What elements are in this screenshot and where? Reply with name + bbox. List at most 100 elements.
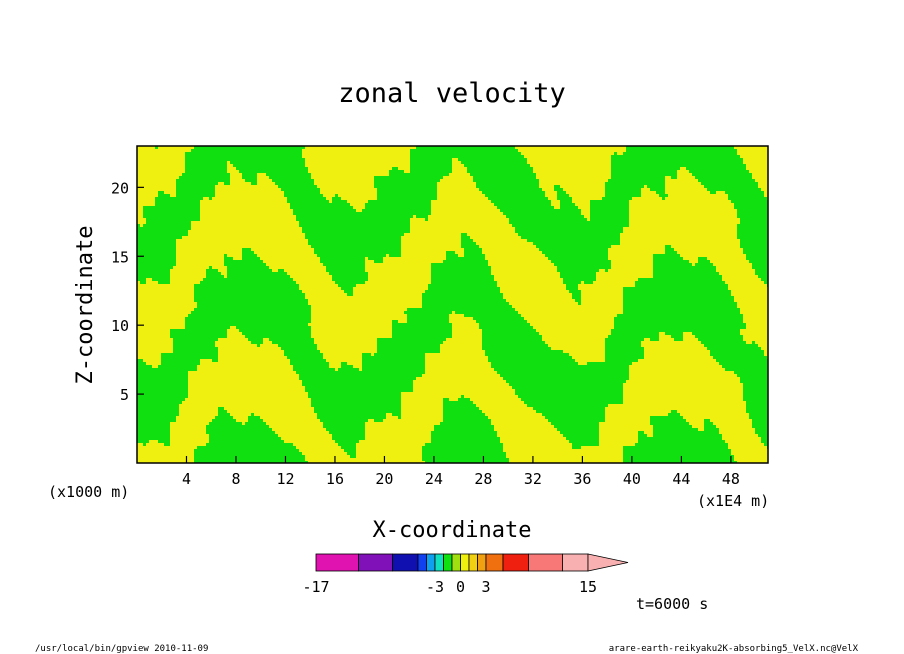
field-cell: [155, 416, 158, 419]
field-cell: [170, 395, 173, 398]
field-cell: [257, 341, 260, 344]
field-cell: [353, 227, 356, 230]
field-cell: [413, 341, 416, 344]
field-cell: [254, 308, 257, 311]
field-cell: [206, 332, 209, 335]
field-cell: [350, 455, 353, 458]
field-cell: [257, 335, 260, 338]
field-cell: [296, 320, 299, 323]
field-cell: [185, 329, 188, 332]
field-cell: [158, 434, 161, 437]
field-cell: [260, 329, 263, 332]
field-cell: [164, 200, 167, 203]
field-cell: [398, 245, 401, 248]
field-cell: [356, 413, 359, 416]
field-cell: [272, 305, 275, 308]
field-cell: [239, 164, 242, 167]
field-cell: [350, 386, 353, 389]
field-cell: [338, 221, 341, 224]
field-cell: [368, 200, 371, 203]
field-cell: [308, 374, 311, 377]
field-cell: [248, 329, 251, 332]
field-cell: [194, 287, 197, 290]
field-cell: [248, 299, 251, 302]
field-cell: [341, 416, 344, 419]
field-cell: [353, 449, 356, 452]
field-cell: [263, 311, 266, 314]
field-cell: [404, 182, 407, 185]
field-cell: [302, 380, 305, 383]
field-cell: [149, 398, 152, 401]
field-cell: [263, 284, 266, 287]
field-cell: [419, 176, 422, 179]
field-cell: [155, 245, 158, 248]
field-cell: [389, 410, 392, 413]
field-cell: [176, 329, 179, 332]
field-cell: [155, 272, 158, 275]
field-cell: [146, 245, 149, 248]
field-cell: [284, 302, 287, 305]
field-cell: [401, 353, 404, 356]
field-cell: [341, 242, 344, 245]
field-cell: [266, 149, 269, 152]
field-cell: [389, 176, 392, 179]
field-cell: [326, 245, 329, 248]
field-cell: [272, 302, 275, 305]
field-cell: [386, 356, 389, 359]
field-cell: [335, 227, 338, 230]
field-cell: [179, 356, 182, 359]
field-cell: [173, 230, 176, 233]
field-cell: [308, 206, 311, 209]
field-cell: [179, 191, 182, 194]
field-cell: [287, 197, 290, 200]
field-cell: [350, 257, 353, 260]
field-cell: [308, 197, 311, 200]
field-cell: [263, 287, 266, 290]
field-cell: [275, 458, 278, 461]
field-cell: [251, 170, 254, 173]
field-cell: [212, 434, 215, 437]
field-cell: [293, 194, 296, 197]
field-cell: [338, 224, 341, 227]
field-cell: [224, 149, 227, 152]
field-cell: [335, 248, 338, 251]
field-cell: [164, 194, 167, 197]
field-cell: [296, 449, 299, 452]
field-cell: [254, 146, 257, 149]
field-cell: [410, 341, 413, 344]
field-cell: [320, 221, 323, 224]
field-cell: [356, 260, 359, 263]
field-cell: [269, 431, 272, 434]
field-cell: [335, 275, 338, 278]
field-cell: [317, 212, 320, 215]
field-cell: [278, 440, 281, 443]
field-cell: [275, 278, 278, 281]
field-cell: [290, 305, 293, 308]
field-cell: [392, 167, 395, 170]
field-cell: [359, 257, 362, 260]
field-cell: [164, 416, 167, 419]
field-cell: [380, 410, 383, 413]
field-cell: [209, 302, 212, 305]
field-cell: [137, 389, 140, 392]
field-cell: [221, 158, 224, 161]
field-cell: [191, 326, 194, 329]
field-cell: [398, 221, 401, 224]
field-cell: [239, 308, 242, 311]
field-cell: [287, 176, 290, 179]
field-cell: [281, 440, 284, 443]
field-cell: [302, 302, 305, 305]
field-cell: [143, 215, 146, 218]
field-cell: [344, 242, 347, 245]
field-cell: [140, 404, 143, 407]
field-cell: [188, 164, 191, 167]
field-cell: [251, 341, 254, 344]
field-cell: [299, 188, 302, 191]
field-cell: [413, 149, 416, 152]
field-cell: [338, 434, 341, 437]
field-cell: [266, 152, 269, 155]
field-cell: [227, 287, 230, 290]
field-cell: [176, 404, 179, 407]
field-cell: [230, 278, 233, 281]
field-cell: [245, 158, 248, 161]
